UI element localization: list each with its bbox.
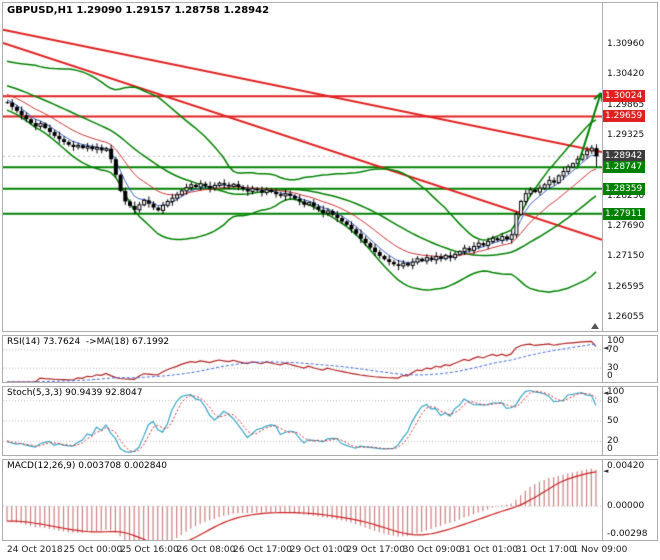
price-tick-label: 1.29865 [607, 100, 645, 110]
price-tick-label: 1.30420 [607, 69, 645, 80]
axis-tick-label: 30 [607, 363, 619, 374]
price-level-tag: 1.30024 [603, 90, 646, 103]
chart-ohlc-label: GBPUSD,H1 1.29090 1.29157 1.28758 1.2894… [7, 5, 270, 16]
rsi-indicator-label: RSI(14) 73.7624 ->MA(18) 67.1992 [7, 337, 170, 347]
price-chart-canvas[interactable] [3, 3, 602, 331]
axis-tick-label: 0.00000 [607, 501, 645, 512]
rsi-plot-area: RSI(14) 73.7624 ->MA(18) 67.1992 [3, 336, 602, 382]
axis-tick-label: 100 [607, 336, 625, 346]
macd-chart-canvas[interactable] [3, 460, 602, 540]
rsi-chart-canvas[interactable] [3, 336, 602, 382]
price-panel: GBPUSD,H1 1.29090 1.29157 1.28758 1.2894… [2, 2, 658, 332]
price-tick-label: 1.27150 [607, 250, 645, 261]
price-tick-label: 1.30960 [607, 39, 645, 50]
time-label: 29 Oct 17:00 [346, 545, 405, 555]
axis-tick-label: 50 [607, 416, 619, 426]
price-tick-label: 1.26595 [607, 281, 645, 292]
axis-tick-label: 0 [607, 371, 613, 381]
price-axis[interactable]: 1.309601.304201.298651.293251.287801.282… [602, 3, 657, 331]
price-tick-label: 1.28230 [607, 190, 645, 201]
price-tick-label: 1.26055 [607, 311, 645, 322]
axis-tick-label: 100 [607, 387, 625, 397]
time-label: 31 Oct 17:00 [515, 545, 575, 555]
current-value-marker: ◄ [603, 466, 609, 475]
time-label: 31 Oct 01:00 [459, 545, 519, 555]
stochastic-panel: Stoch(5,3,3) 90.9439 92.8047 100 80 50 20 0 ◄ [2, 386, 658, 456]
stochastic-axis[interactable]: 100 80 50 20 0 ◄ [602, 387, 657, 455]
time-label: 26 Oct 17:00 [233, 545, 292, 555]
time-label: 30 Oct 09:00 [402, 545, 462, 555]
price-level-tag: 1.28747 [603, 161, 646, 174]
current-price-tag: 1.28942 [603, 150, 646, 163]
price-level-tag: 1.27911 [603, 207, 646, 220]
axis-tick-label: -0.00298 [607, 529, 648, 539]
time-label: 25 Oct 00:00 [63, 545, 123, 555]
axis-tick-label: 70 [607, 344, 619, 355]
price-tick-label: 1.27690 [607, 220, 645, 231]
price-level-tag: 1.28359 [603, 182, 646, 195]
axis-tick-label: 80 [607, 395, 619, 406]
stochastic-chart-canvas[interactable] [3, 387, 602, 455]
macd-panel: MACD(12,26,9) 0.003708 0.002840 0.00420 0… [2, 459, 658, 541]
price-level-tag: 1.29659 [603, 110, 646, 123]
time-label: 25 Oct 16:00 [120, 545, 179, 555]
price-plot-area: GBPUSD,H1 1.29090 1.29157 1.28758 1.2894… [3, 3, 602, 331]
macd-axis[interactable]: 0.00420 0.00000 -0.00298 ◄ [602, 460, 657, 540]
price-tick-label: 1.29325 [607, 130, 645, 141]
stochastic-indicator-label: Stoch(5,3,3) 90.9439 92.8047 [7, 388, 143, 398]
stochastic-plot-area: Stoch(5,3,3) 90.9439 92.8047 [3, 387, 602, 455]
macd-plot-area: MACD(12,26,9) 0.003708 0.002840 [3, 460, 602, 540]
axis-tick-label: 0 [607, 444, 613, 454]
rsi-axis[interactable]: 100 70 30 0 ◄ [602, 336, 657, 382]
time-label: 1 Nov 09:00 [572, 545, 628, 555]
axis-tick-label: 20 [607, 436, 619, 447]
current-value-marker: ◄ [603, 389, 609, 398]
time-axis[interactable]: 24 Oct 2018 25 Oct 00:00 25 Oct 16:00 26 Oc… [2, 544, 658, 558]
macd-indicator-label: MACD(12,26,9) 0.003708 0.002840 [7, 461, 167, 471]
time-label: 29 Oct 01:00 [289, 545, 349, 555]
axis-tick-label: 0.00420 [607, 460, 645, 471]
current-value-marker: ◄ [603, 344, 609, 353]
time-label: 24 Oct 2018 [7, 545, 63, 555]
rsi-panel: RSI(14) 73.7624 ->MA(18) 67.1992 100 70 30… [2, 335, 658, 383]
auto-scroll-marker-icon[interactable] [591, 323, 599, 329]
time-label: 26 Oct 08:00 [176, 545, 236, 555]
